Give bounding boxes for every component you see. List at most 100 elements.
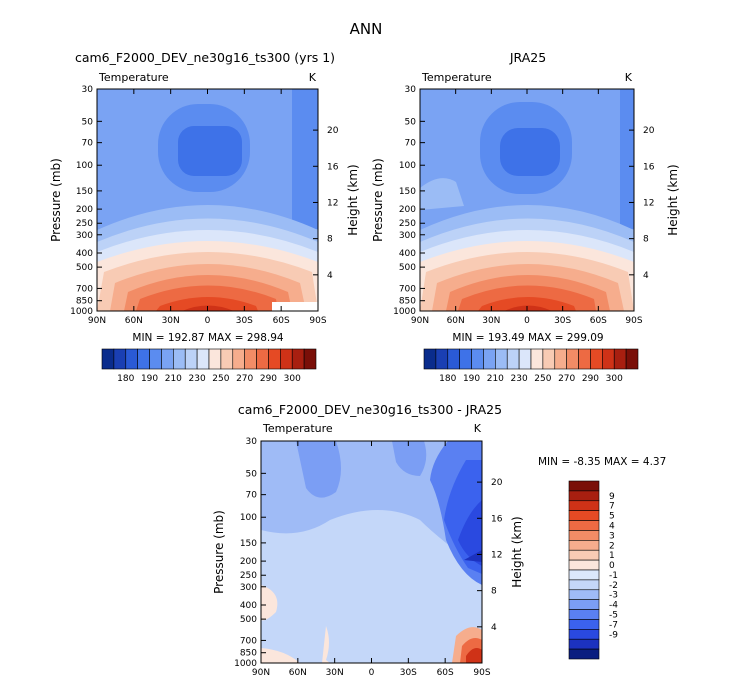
warm-patch-lower [261, 648, 300, 663]
y-tick-label: 200 [76, 205, 93, 215]
panel-diff-ylabel: Pressure (mb) [212, 510, 226, 594]
y-tick-label: 700 [399, 284, 416, 294]
colorbar-label: 190 [141, 374, 158, 384]
colorbar-swatch [568, 599, 600, 610]
y-tick-label: 250 [399, 219, 416, 229]
colorbar-swatch [568, 510, 600, 521]
y-right-tick-label: 4 [327, 271, 333, 281]
colorbar-label: 250 [212, 374, 229, 384]
panel-obs-field [420, 89, 634, 311]
colorbar-label: 270 [236, 374, 253, 384]
panel-obs-subtitle: Temperature [421, 71, 492, 84]
colorbar-swatch [280, 348, 293, 370]
warm-patch-left [261, 585, 278, 621]
panel-model: cam6_F2000_DEV_ne30g16_ts300 (yrs 1) Tem… [49, 50, 360, 384]
y-tick-label: 100 [76, 161, 93, 171]
y-right-tick-label: 20 [491, 478, 503, 488]
y-tick-label: 700 [76, 284, 93, 294]
y-tick-label: 850 [76, 297, 93, 307]
colorbar-label: 4 [609, 522, 615, 532]
colorbar-label: -9 [609, 630, 618, 640]
y-tick-label: 150 [399, 187, 416, 197]
y-tick-label: 1000 [70, 307, 93, 317]
panel-diff-stats: MIN = -8.35 MAX = 4.37 [538, 456, 666, 468]
panel-obs-units: K [625, 71, 633, 84]
colorbar-label: 3 [609, 531, 615, 541]
cold-core-inner [500, 128, 560, 176]
x-tick-label: 30S [554, 316, 571, 326]
colorbar-swatch [568, 589, 600, 600]
y-right-tick-label: 16 [327, 162, 339, 172]
colorbar-label: -4 [609, 601, 618, 611]
colorbar-label: -1 [609, 571, 618, 581]
colorbar-label: 2 [609, 541, 615, 551]
y-tick-label: 400 [76, 249, 93, 259]
y-tick-label: 200 [399, 205, 416, 215]
panel-diff-subtitle: Temperature [262, 422, 333, 435]
panel-obs-colorbar: 180 190 210 230 250 270 290 300 [423, 348, 639, 384]
panel-model-field [97, 89, 318, 311]
colorbar-swatch [568, 629, 600, 640]
colorbar-label: -3 [609, 591, 618, 601]
colorbar-label: 1 [609, 551, 615, 561]
colorbar-swatch [568, 500, 600, 511]
y-tick-label: 250 [76, 219, 93, 229]
y-right-tick-label: 12 [643, 198, 654, 208]
panel-diff-field [261, 441, 482, 663]
y-tick-label: 100 [399, 161, 416, 171]
panel-model-ylabel-right: Height (km) [346, 164, 360, 235]
y-right-tick-label: 4 [643, 271, 649, 281]
y-right-tick-label: 20 [327, 126, 339, 136]
colorbar-label: 5 [609, 512, 615, 522]
y-tick-label: 500 [240, 615, 257, 625]
colorbar-label: 190 [463, 374, 480, 384]
y-tick-label: 30 [405, 85, 417, 95]
colorbar-swatch [568, 480, 600, 492]
y-tick-label: 400 [399, 249, 416, 259]
y-tick-label: 100 [240, 513, 257, 523]
figure-title: ANN [350, 20, 383, 38]
neg-plume-3 [458, 500, 482, 566]
y-right-tick-label: 4 [491, 623, 497, 633]
y-tick-label: 850 [399, 297, 416, 307]
x-tick-label: 90S [625, 316, 642, 326]
colorbar-label: 7 [609, 502, 615, 512]
y-tick-label: 70 [246, 491, 258, 501]
x-tick-label: 30N [482, 316, 500, 326]
colorbar-swatch [590, 348, 603, 370]
colorbar-swatch [602, 348, 615, 370]
y-tick-label: 30 [246, 437, 258, 447]
warm-patch-left [420, 178, 464, 210]
colorbar-swatch [625, 348, 639, 370]
y-tick-label: 30 [82, 85, 94, 95]
colorbar-swatch [125, 348, 138, 370]
colorbar-swatch [530, 348, 544, 370]
panel-diff-ylabel-right: Height (km) [510, 516, 524, 587]
colorbar-swatch [256, 348, 269, 370]
colorbar-swatch [542, 348, 556, 370]
y-tick-label: 1000 [234, 659, 257, 669]
colorbar-swatch [173, 348, 186, 370]
colorbar-swatch [161, 348, 174, 370]
colorbar-label: 180 [117, 374, 134, 384]
x-tick-label: 0 [205, 316, 211, 326]
stratosphere-band-right [620, 89, 634, 229]
y-tick-label: 300 [399, 231, 416, 241]
colorbar-swatch [568, 569, 600, 581]
x-tick-label: 0 [369, 668, 375, 678]
x-tick-label: 90S [309, 316, 326, 326]
colorbar-label: 230 [511, 374, 528, 384]
panel-diff: cam6_F2000_DEV_ne30g16_ts300 - JRA25 Tem… [212, 402, 666, 678]
y-tick-label: 200 [240, 557, 257, 567]
level-band-10 [504, 305, 552, 311]
panel-model-ylabel: Pressure (mb) [49, 158, 63, 242]
colorbar-swatch [518, 348, 532, 370]
y-tick-label: 1000 [393, 307, 416, 317]
x-tick-label: 30S [400, 668, 417, 678]
panel-model-subtitle: Temperature [98, 71, 169, 84]
x-tick-label: 60S [437, 668, 454, 678]
x-tick-label: 60N [125, 316, 143, 326]
panel-diff-units: K [474, 422, 482, 435]
y-right-tick-label: 8 [327, 235, 333, 245]
